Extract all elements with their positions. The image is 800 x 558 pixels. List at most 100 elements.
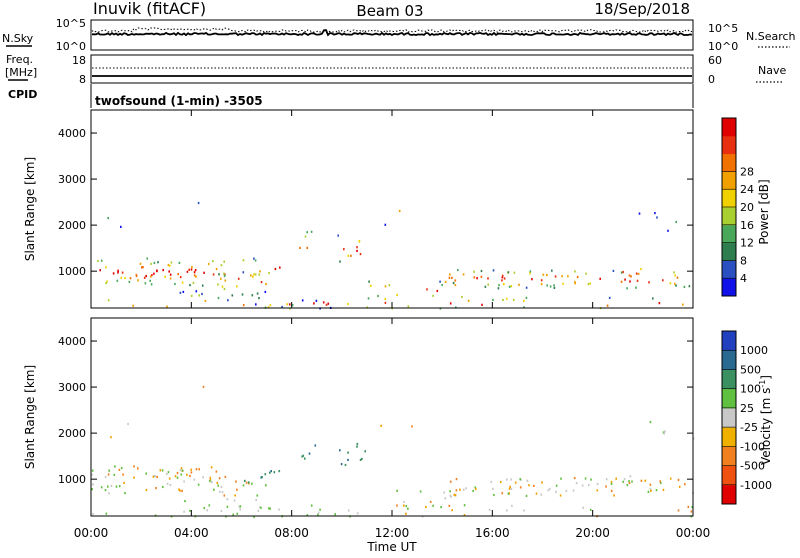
range-cell bbox=[168, 270, 170, 273]
range-cell bbox=[448, 504, 451, 507]
range-cell bbox=[203, 507, 206, 510]
range-cell bbox=[454, 279, 457, 282]
range-cell bbox=[649, 483, 652, 486]
range-cell bbox=[226, 498, 229, 501]
range-cell bbox=[123, 481, 125, 484]
x-tick-label: 16:00 bbox=[475, 526, 510, 540]
range-cell bbox=[677, 478, 680, 481]
colorbar-tick-label: 24 bbox=[740, 183, 754, 196]
range-cell bbox=[622, 270, 624, 274]
range-cell bbox=[108, 469, 110, 472]
range-cell bbox=[236, 512, 239, 515]
range-cell bbox=[197, 483, 200, 486]
range-cell bbox=[207, 262, 210, 266]
colorbar-segment bbox=[722, 260, 736, 279]
range-cell bbox=[188, 268, 190, 271]
range-cell bbox=[234, 494, 236, 497]
velocity-ylabel: Slant Range [km] bbox=[23, 365, 37, 469]
colorbar-tick-label: 20 bbox=[740, 201, 754, 214]
range-cell bbox=[220, 264, 223, 267]
range-cell bbox=[213, 488, 215, 491]
range-cell bbox=[356, 512, 359, 515]
power-ylabel: Slant Range [km] bbox=[23, 157, 37, 261]
range-cell bbox=[546, 273, 548, 277]
range-cell bbox=[474, 486, 477, 489]
range-cell bbox=[506, 509, 508, 512]
colorbar-tick-label: -100 bbox=[740, 440, 765, 453]
range-cell bbox=[261, 476, 263, 479]
range-cell bbox=[425, 505, 427, 509]
colorbar-segment bbox=[722, 278, 736, 297]
range-cell bbox=[254, 259, 257, 262]
range-cell bbox=[124, 492, 126, 495]
range-cell bbox=[189, 474, 191, 478]
range-cell bbox=[339, 260, 341, 263]
range-cell bbox=[444, 280, 447, 283]
range-cell bbox=[308, 452, 311, 455]
range-cell bbox=[169, 273, 172, 276]
range-cell bbox=[690, 510, 693, 513]
range-cell bbox=[473, 276, 476, 279]
range-cell bbox=[510, 478, 512, 481]
range-cell bbox=[540, 283, 543, 286]
range-cell bbox=[150, 283, 153, 286]
range-cell bbox=[143, 276, 146, 279]
range-cell bbox=[221, 285, 224, 288]
range-cell bbox=[440, 506, 442, 509]
range-cell bbox=[100, 259, 103, 262]
y-tick-label: 3000 bbox=[58, 173, 86, 186]
range-cell bbox=[223, 272, 225, 275]
velocity-panel: 1000 2000 3000 4000 Slant Range [km] -1000 -… bbox=[23, 317, 773, 519]
range-cell bbox=[610, 489, 613, 492]
colorbar-segment bbox=[722, 407, 736, 428]
beam-title: Beam 03 bbox=[356, 2, 423, 20]
range-cell bbox=[204, 299, 207, 302]
range-cell bbox=[407, 305, 410, 308]
range-cell bbox=[242, 271, 245, 274]
range-cell bbox=[178, 261, 181, 264]
range-cell bbox=[313, 302, 315, 305]
range-cell bbox=[268, 272, 270, 275]
range-cell bbox=[105, 266, 107, 269]
range-cell bbox=[463, 504, 466, 507]
range-cell bbox=[184, 500, 186, 503]
range-cell bbox=[384, 297, 387, 301]
x-tick-label: 08:00 bbox=[274, 526, 309, 540]
range-cell bbox=[118, 485, 121, 488]
range-cell bbox=[278, 470, 281, 473]
range-cell bbox=[575, 482, 578, 485]
range-cell bbox=[190, 268, 193, 271]
range-cell bbox=[198, 468, 200, 471]
range-cell bbox=[317, 511, 320, 514]
range-cell bbox=[170, 261, 173, 264]
range-cell bbox=[181, 281, 184, 284]
range-cell bbox=[684, 483, 686, 486]
range-cell bbox=[584, 477, 587, 480]
nsky-label: N.Sky bbox=[2, 32, 34, 45]
range-cell bbox=[347, 254, 350, 257]
colorbar-segment bbox=[722, 242, 736, 261]
range-cell bbox=[241, 293, 244, 296]
range-cell bbox=[692, 437, 695, 440]
range-cell bbox=[223, 274, 226, 278]
range-cell bbox=[339, 449, 341, 452]
range-cell bbox=[155, 487, 157, 490]
range-cell bbox=[181, 469, 184, 472]
range-cell bbox=[419, 490, 422, 493]
range-cell bbox=[235, 480, 237, 483]
range-cell bbox=[507, 271, 510, 274]
range-cell bbox=[231, 294, 234, 297]
range-cell bbox=[589, 508, 592, 511]
range-cell bbox=[242, 259, 245, 262]
nsky-right-tick-top: 10^5 bbox=[708, 22, 738, 35]
range-cell bbox=[662, 488, 665, 491]
range-cell bbox=[669, 282, 672, 285]
range-cell bbox=[166, 482, 169, 486]
range-cell bbox=[242, 484, 245, 487]
range-cell bbox=[658, 302, 661, 305]
range-cell bbox=[444, 497, 447, 500]
range-cell bbox=[659, 480, 661, 483]
range-cell bbox=[562, 282, 564, 285]
range-cell bbox=[541, 481, 543, 484]
range-cell bbox=[310, 504, 313, 507]
